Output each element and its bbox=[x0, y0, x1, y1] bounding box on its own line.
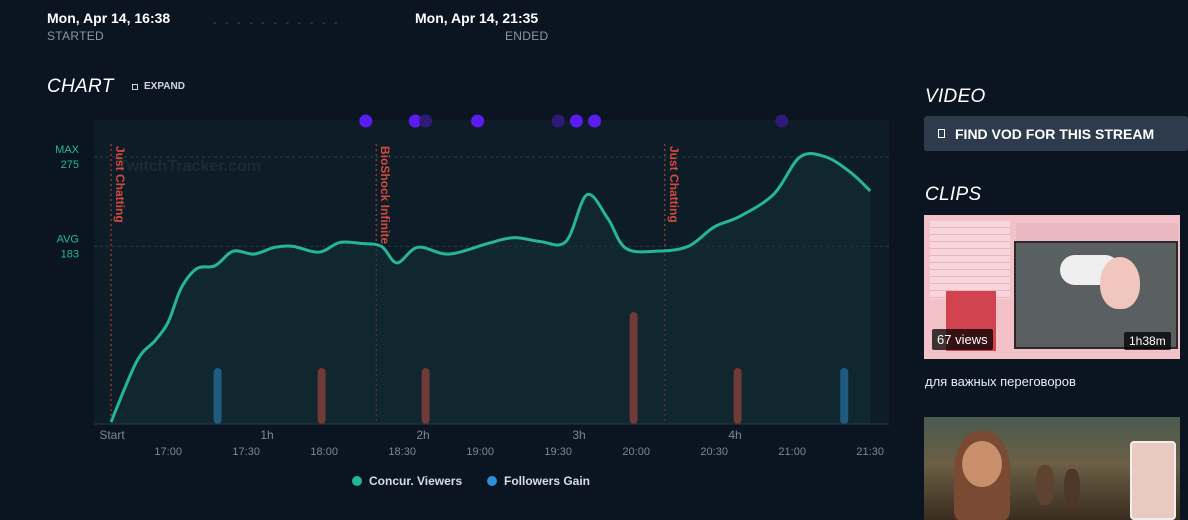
x-tick-hour: 2h bbox=[416, 428, 429, 442]
stream-banner bbox=[1016, 223, 1178, 243]
chat-overlay bbox=[930, 221, 1010, 299]
x-tick-clock: 21:30 bbox=[856, 446, 884, 458]
x-tick-clock: 19:30 bbox=[544, 446, 572, 458]
ref-label-avg: AVG bbox=[57, 233, 79, 245]
event-dot bbox=[471, 114, 485, 128]
clips-title: CLIPS bbox=[925, 184, 982, 205]
clip-caption-1[interactable]: для важных переговоров bbox=[925, 374, 1076, 389]
vod-icon bbox=[938, 129, 945, 138]
person-face bbox=[1100, 257, 1140, 309]
game-change-label: BioShock Infinite bbox=[378, 146, 392, 244]
legend-followers-label: Followers Gain bbox=[504, 474, 591, 488]
legend-viewers-dot bbox=[352, 476, 362, 486]
legend-viewers-label: Concur. Viewers bbox=[369, 474, 463, 488]
expand-icon bbox=[132, 83, 138, 90]
watermark: TwitchTracker.com bbox=[118, 158, 261, 175]
time-separator: - - - - - - - - - - - bbox=[213, 18, 341, 29]
event-dot bbox=[408, 114, 422, 128]
expand-label: EXPAND bbox=[144, 81, 185, 92]
event-dot bbox=[551, 114, 565, 128]
event-dot bbox=[419, 114, 433, 128]
video-title: VIDEO bbox=[925, 86, 986, 107]
x-tick-hour: 1h bbox=[260, 428, 273, 442]
end-time: Mon, Apr 14, 21:35 bbox=[415, 10, 539, 26]
x-tick-clock: 18:00 bbox=[310, 446, 338, 458]
legend-followers-dot bbox=[487, 476, 497, 486]
x-tick-clock: 20:30 bbox=[700, 446, 728, 458]
event-dot bbox=[569, 114, 583, 128]
expand-button[interactable]: EXPAND bbox=[132, 81, 185, 92]
x-tick-hour: Start bbox=[99, 428, 125, 442]
character-face bbox=[962, 441, 1002, 487]
legend-followers[interactable]: Followers Gain bbox=[487, 474, 590, 488]
legend-viewers[interactable]: Concur. Viewers bbox=[352, 474, 462, 488]
clip-views-badge: 67 views bbox=[932, 329, 993, 350]
start-label: STARTED bbox=[47, 29, 104, 43]
ref-value-avg: 183 bbox=[61, 248, 79, 260]
viewers-line bbox=[109, 152, 872, 423]
clip-duration-badge: 1h38m bbox=[1124, 332, 1171, 350]
chart-title: CHART bbox=[47, 76, 114, 97]
ref-label-max: MAX bbox=[55, 144, 80, 156]
x-tick-clock: 19:00 bbox=[466, 446, 494, 458]
x-tick-clock: 21:00 bbox=[778, 446, 806, 458]
background-figure bbox=[1036, 465, 1054, 505]
ref-value-max: 275 bbox=[61, 159, 79, 171]
find-vod-button[interactable]: FIND VOD FOR THIS STREAM bbox=[924, 116, 1188, 151]
game-change-label: Just Chatting bbox=[667, 146, 681, 223]
end-label: ENDED bbox=[505, 29, 549, 43]
event-dot bbox=[775, 114, 789, 128]
x-tick-clock: 18:30 bbox=[388, 446, 416, 458]
event-dot bbox=[588, 114, 602, 128]
x-tick-hour: 4h bbox=[728, 428, 741, 442]
clip-thumbnail-1[interactable]: 67 views 1h38m bbox=[924, 215, 1180, 359]
viewers-chart: TwitchTracker.com MAX 275 AVG 183 Just Chatti… bbox=[55, 114, 889, 458]
x-tick-clock: 20:00 bbox=[622, 446, 650, 458]
webcam-overlay bbox=[1130, 441, 1176, 520]
webcam-frame bbox=[1014, 241, 1178, 349]
find-vod-label: FIND VOD FOR THIS STREAM bbox=[955, 125, 1155, 142]
background-figure bbox=[1064, 469, 1080, 505]
x-tick-clock: 17:00 bbox=[154, 446, 182, 458]
event-dot bbox=[359, 114, 373, 128]
clip-thumbnail-2[interactable] bbox=[924, 417, 1180, 520]
x-tick-clock: 17:30 bbox=[232, 446, 260, 458]
game-change-label: Just Chatting bbox=[113, 146, 127, 223]
x-tick-hour: 3h bbox=[572, 428, 585, 442]
viewers-area bbox=[111, 153, 871, 424]
start-time: Mon, Apr 14, 16:38 bbox=[47, 10, 171, 26]
